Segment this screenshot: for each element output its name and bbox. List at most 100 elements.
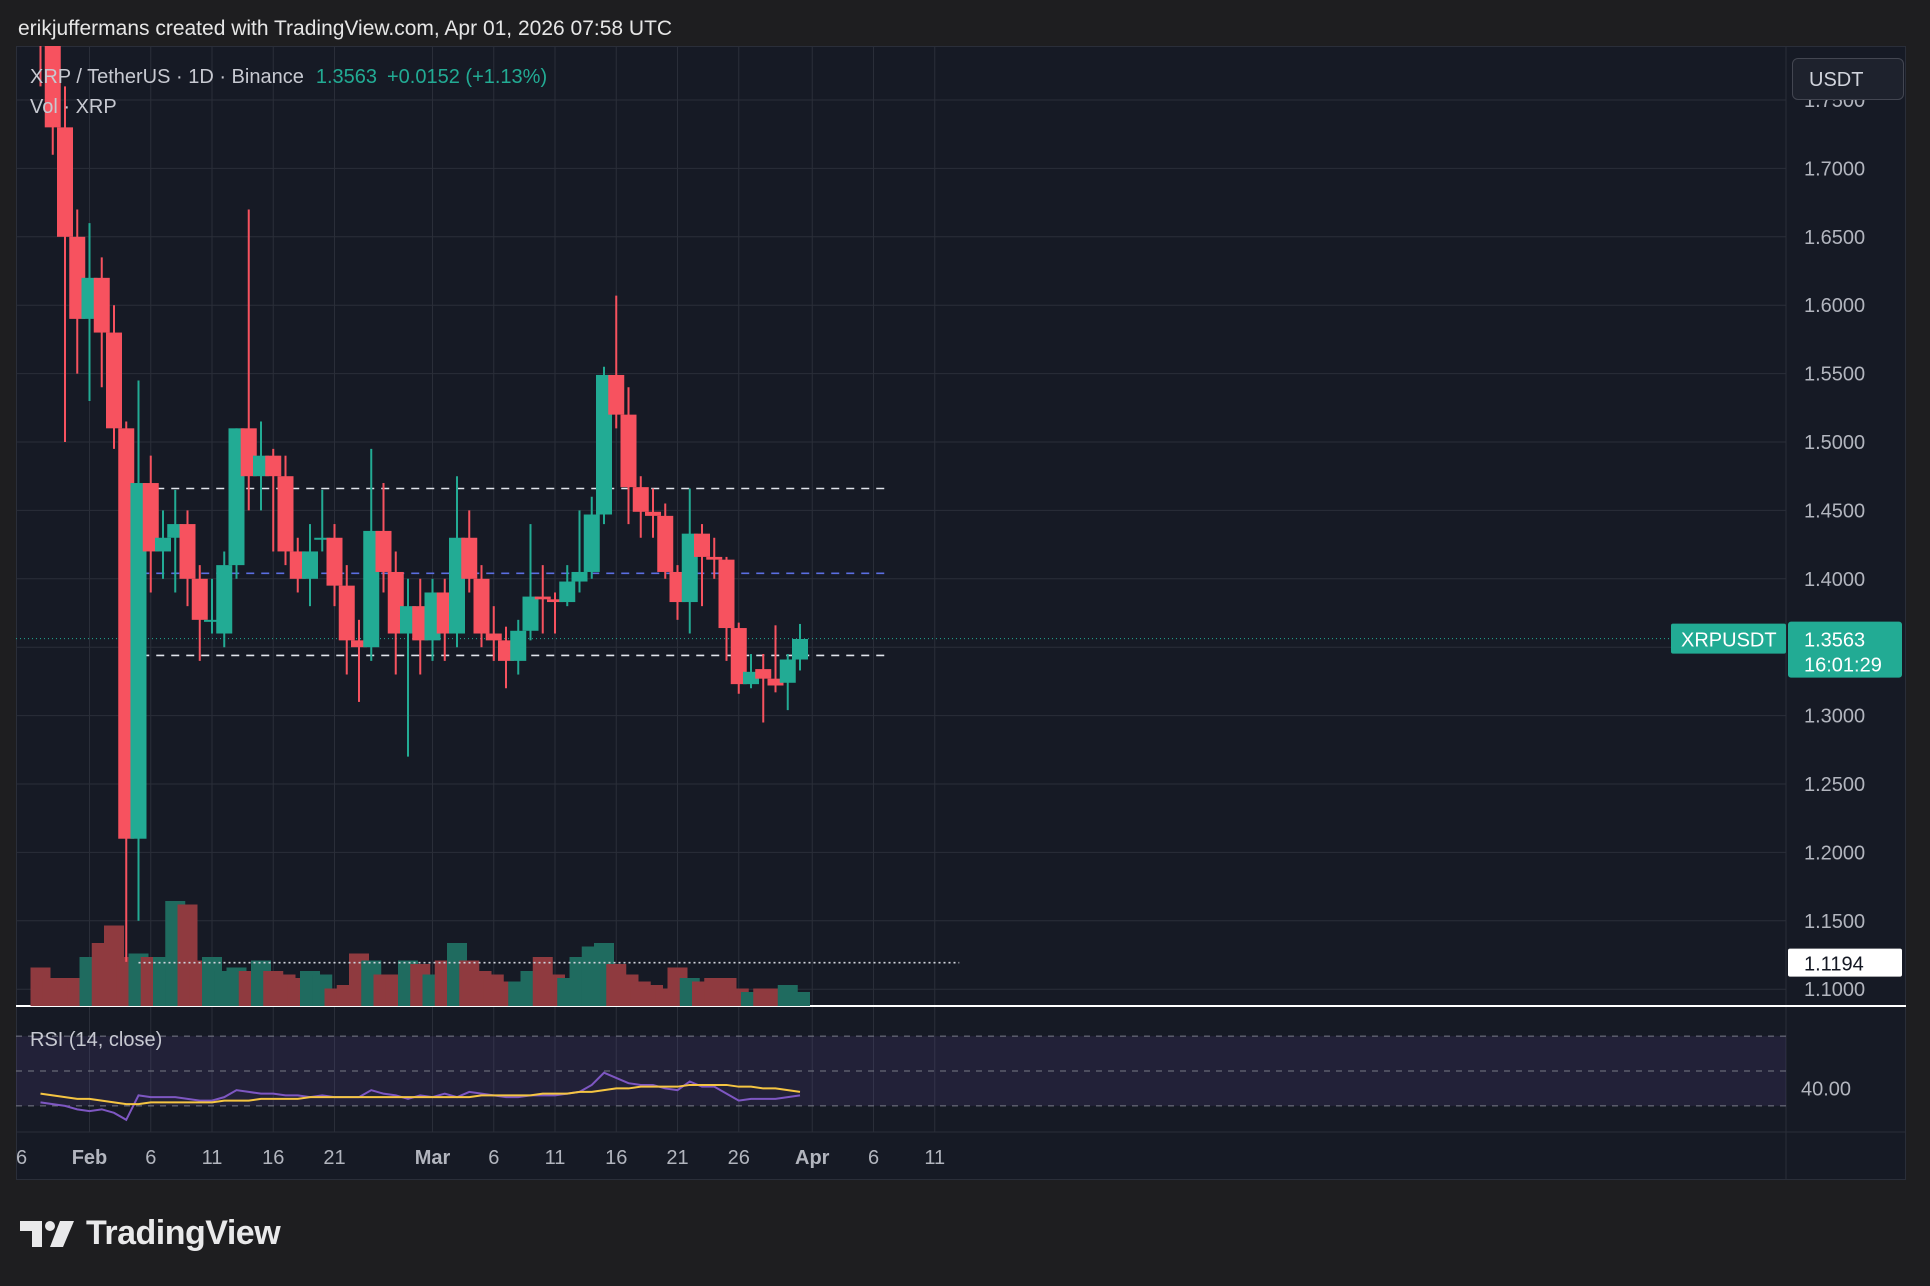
chart-attribution: erikjuffermans created with TradingView.…	[18, 17, 673, 40]
candle-body	[743, 671, 759, 685]
candle-body	[559, 581, 576, 603]
hline-tag-bg	[1788, 948, 1902, 977]
candle-body	[142, 483, 159, 552]
candle-body	[792, 638, 808, 660]
candle-body	[314, 537, 331, 540]
price-tick-label: 1.5000	[1804, 432, 1865, 454]
candle-body	[779, 659, 796, 683]
price-tick-label: 1.3000	[1804, 706, 1865, 728]
time-tick-label: 11	[202, 1147, 223, 1169]
candle-body	[302, 551, 318, 579]
candle-body	[767, 678, 784, 686]
candle-body	[338, 585, 355, 641]
candle-body	[93, 277, 110, 333]
candle-body	[253, 455, 269, 477]
rsi-line	[40, 1071, 801, 1122]
candle-body	[706, 556, 723, 560]
time-tick-label: 11	[924, 1147, 945, 1169]
volume-legend[interactable]: Vol · XRP	[30, 96, 117, 118]
candle-body	[81, 277, 98, 319]
candle-body	[510, 630, 527, 661]
candle-body	[424, 592, 441, 641]
candle-body	[534, 596, 551, 600]
candle-body	[387, 571, 404, 634]
candle-body	[57, 127, 73, 237]
candle-body	[571, 571, 588, 582]
price-tick-label: 1.4000	[1804, 569, 1865, 591]
legend-price: 1.3563	[315, 66, 377, 88]
symbol-legend: XRP / TetherUS · 1D · Binance 1.3563 +0.01…	[30, 66, 547, 89]
candle-body	[400, 606, 416, 634]
candle-body	[412, 606, 429, 641]
price-tick-label: 1.6500	[1804, 227, 1865, 249]
price-tick-label: 1.2000	[1804, 842, 1865, 864]
candle-body	[106, 332, 122, 429]
time-tick-label: Apr	[795, 1147, 830, 1169]
symbol-tag-bg	[1671, 623, 1786, 654]
rsi-level-label: 40.00	[1801, 1078, 1851, 1100]
time-tick-label: 11	[545, 1147, 566, 1169]
time-tick-label: 16	[262, 1147, 284, 1169]
candle-body	[204, 619, 220, 622]
candle-body	[326, 537, 343, 586]
candle-body	[155, 537, 171, 552]
time-tick-label: 16	[605, 1147, 627, 1169]
candle-body	[265, 455, 282, 477]
currency-button[interactable]: USDT	[1792, 58, 1904, 100]
candle-body	[669, 571, 686, 603]
time-tick-label: 21	[666, 1147, 688, 1169]
tradingview-logo-icon	[20, 1220, 74, 1247]
price-plot	[16, 46, 1786, 1006]
candle-body	[620, 414, 637, 488]
price-tick-label: 1.1500	[1804, 911, 1865, 933]
candle-body	[522, 596, 539, 631]
time-tick-label: 26	[728, 1147, 750, 1169]
candle-body	[228, 428, 245, 566]
candle-body	[44, 46, 61, 128]
time-tick-label: 21	[323, 1147, 345, 1169]
volume-bar	[790, 992, 810, 1006]
candle-body	[608, 374, 625, 415]
candle-body	[191, 578, 208, 620]
tradingview-logo: TradingView	[20, 1214, 281, 1253]
time-tick-label: Mar	[415, 1147, 451, 1169]
candle-body	[645, 511, 661, 516]
price-tag-value: 1.3563	[1804, 630, 1865, 652]
price-tick-label: 1.5500	[1804, 364, 1865, 386]
symbol-title[interactable]: XRP / TetherUS · 1D · Binance	[30, 66, 304, 88]
candle-body	[351, 640, 367, 648]
time-tick-label: 6	[145, 1147, 156, 1169]
candlestick-chart[interactable]: 1.10001.15001.20001.25001.30001.35001.40…	[16, 46, 1906, 1180]
candle-body	[681, 533, 698, 603]
time-tick-label: 26	[16, 1147, 27, 1169]
candle-body	[461, 537, 478, 579]
candle-body	[289, 551, 306, 579]
candle-body	[277, 476, 294, 552]
candle-body	[69, 236, 86, 319]
candle-body	[375, 530, 392, 572]
symbol-tag-text: XRPUSDT	[1681, 630, 1777, 652]
time-tick-label: 6	[868, 1147, 879, 1169]
candle-body	[363, 530, 380, 648]
candle-body	[179, 524, 196, 579]
price-tag-countdown: 16:01:29	[1804, 655, 1882, 677]
rsi-ma-line	[40, 1083, 801, 1106]
candle-body	[694, 533, 710, 557]
rsi-band	[16, 1036, 1786, 1106]
time-tick-label: Feb	[72, 1147, 108, 1169]
candle-body	[632, 487, 649, 512]
rsi-legend[interactable]: RSI (14, close)	[30, 1029, 163, 1051]
candle-body	[755, 669, 772, 679]
candle-body	[216, 565, 233, 634]
last-price-tag: XRPUSDT 1.3563 16:01:29	[1671, 621, 1902, 678]
candle-body	[730, 628, 747, 685]
time-tick-label: 6	[488, 1147, 499, 1169]
brand-name: TradingView	[86, 1214, 281, 1252]
candle-body	[240, 428, 257, 477]
candle-body	[583, 514, 600, 572]
price-tick-label: 1.6000	[1804, 295, 1865, 317]
candle-body	[130, 483, 147, 839]
candle-body	[657, 515, 674, 572]
candle-body	[596, 374, 612, 515]
legend-change: +0.0152 (+1.13%)	[387, 66, 548, 88]
